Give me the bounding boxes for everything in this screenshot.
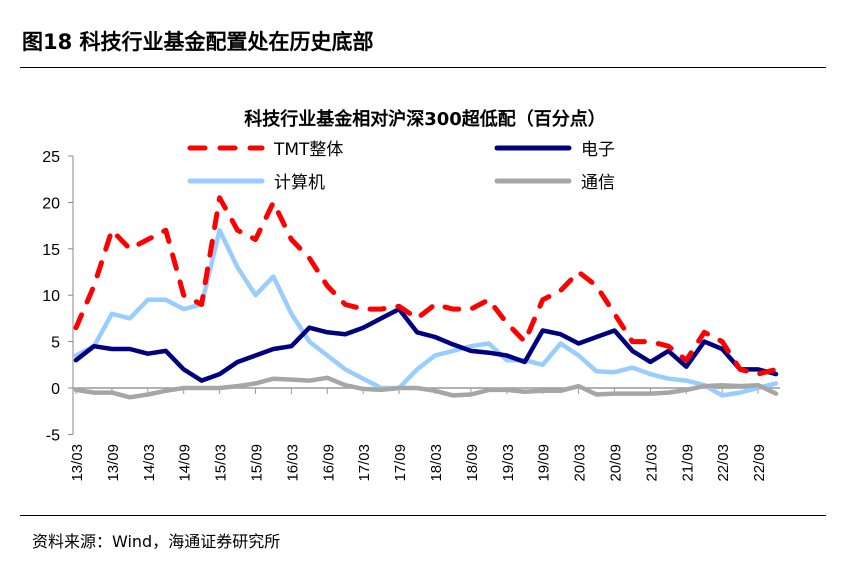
- x-tick-label: 22/03: [715, 444, 732, 482]
- figure-title: 图18 科技行业基金配置处在历史底部: [22, 30, 374, 54]
- legend-label: 通信: [581, 173, 615, 193]
- x-tick-label: 15/03: [213, 444, 230, 482]
- x-tick-label: 21/09: [679, 444, 696, 482]
- legend-label: 计算机: [274, 173, 325, 193]
- x-tick-label: 16/09: [320, 444, 337, 482]
- x-tick-label: 20/09: [608, 444, 625, 482]
- source-note: 资料来源：Wind，海通证券研究所: [32, 532, 281, 551]
- y-tick-label: -5: [46, 427, 60, 444]
- series-line-0: [73, 195, 779, 377]
- legend-label: TMT整体: [273, 140, 343, 160]
- x-tick-label: 14/03: [141, 444, 158, 482]
- legend-label: 电子: [581, 140, 615, 160]
- bottom-rule: [20, 515, 826, 516]
- chart-title: 科技行业基金相对沪深300超低配（百分点）: [244, 108, 606, 130]
- x-tick-label: 16/03: [284, 444, 301, 482]
- series-line-2: [73, 227, 779, 398]
- y-tick-label: 15: [42, 242, 60, 259]
- x-tick-label: 19/09: [536, 444, 553, 482]
- x-tick-label: 17/09: [392, 444, 409, 482]
- x-tick-label: 13/03: [69, 444, 86, 482]
- y-tick-label: 0: [51, 381, 60, 398]
- series-line-3: [73, 375, 779, 400]
- x-tick-label: 13/09: [105, 444, 122, 482]
- x-tick-label: 22/09: [751, 444, 768, 482]
- y-tick-label: 25: [42, 149, 60, 166]
- y-tick-label: 20: [42, 195, 60, 212]
- x-tick-label: 20/03: [572, 444, 589, 482]
- y-tick-label: 10: [42, 288, 60, 305]
- x-tick-label: 18/09: [464, 444, 481, 482]
- x-tick-label: 14/09: [177, 444, 194, 482]
- x-tick-label: 17/03: [356, 444, 373, 482]
- x-tick-label: 19/03: [500, 444, 517, 482]
- x-tick-label: 15/09: [249, 444, 266, 482]
- series-line-1: [73, 306, 779, 383]
- x-tick-label: 18/03: [428, 444, 445, 482]
- x-tick-label: 21/03: [643, 444, 660, 482]
- y-tick-label: 5: [51, 335, 60, 352]
- title-rule: [20, 67, 826, 68]
